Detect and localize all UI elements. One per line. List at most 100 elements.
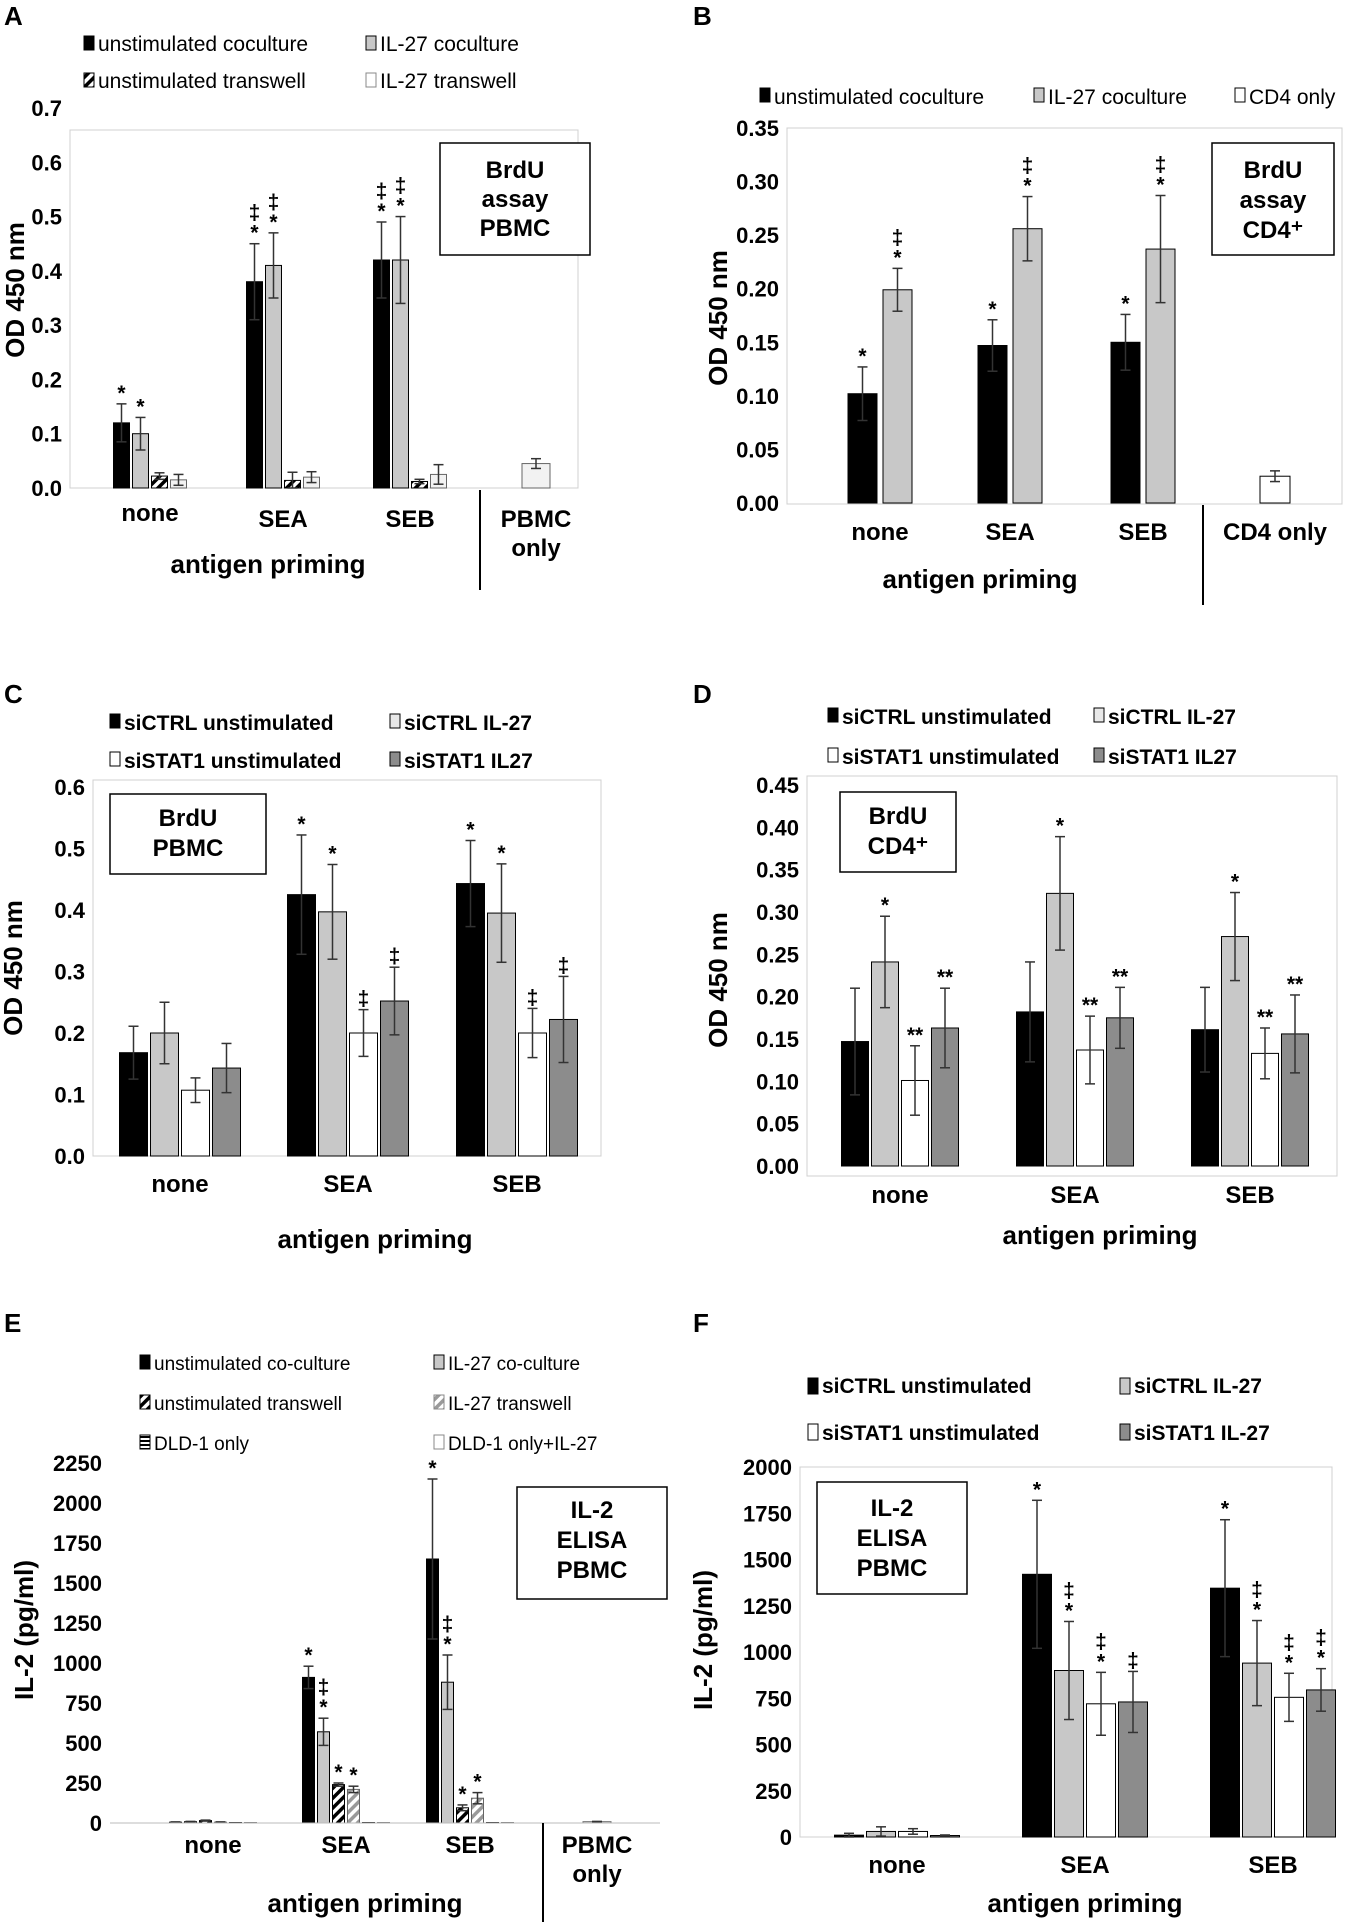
y-tick-label-d-4: 0.20: [756, 985, 799, 1010]
y-tick-label-a-0: 0.0: [31, 476, 62, 501]
y-tick-label-f-8: 2000: [743, 1455, 792, 1480]
x-axis-title-a: antigen priming: [171, 549, 366, 579]
significance-label-a-s1-c2-1: *: [396, 195, 405, 218]
significance-label-f-s1-c2-1: *: [1253, 1599, 1262, 1622]
significance-label-d-s3-c2-0: **: [1287, 973, 1304, 996]
y-tick-label-c-5: 0.5: [54, 837, 85, 862]
legend-swatch-c-1: [389, 713, 401, 729]
category-label-e-extra-1: only: [572, 1861, 622, 1888]
significance-label-f-s1-c1-0: ‡: [1063, 1579, 1075, 1602]
significance-label-f-s1-c1-1: *: [1065, 1599, 1074, 1622]
y-tick-label-e-0: 0: [90, 1811, 102, 1836]
y-tick-label-c-1: 0.1: [54, 1083, 85, 1108]
significance-label-e-s3-c2-0: *: [473, 1771, 482, 1794]
legend-swatch-c-2: [109, 751, 121, 767]
y-tick-label-b-6: 0.30: [736, 170, 779, 195]
legend-a: unstimulated coculture IL-27 coculture u…: [83, 33, 519, 93]
legend-label-a-3: IL-27 transwell: [380, 70, 517, 93]
significance-label-f-s0-c1-0: *: [1033, 1478, 1042, 1501]
bar-c-s0-c2: [456, 883, 485, 1157]
significance-label-e-s1-c1-0: ‡: [318, 1676, 330, 1699]
significance-label-c-s0-c1-0: *: [297, 813, 306, 836]
y-tick-label-f-5: 1250: [743, 1594, 792, 1619]
label-box-b-line-0: BrdU: [1244, 157, 1303, 184]
panel-letter-b: B: [693, 1, 712, 31]
y-tick-label-e-5: 1250: [53, 1611, 102, 1636]
y-tick-label-d-5: 0.25: [756, 942, 799, 967]
label-box-d-line-0: BrdU: [869, 803, 928, 830]
legend-swatch-c-0: [109, 713, 121, 729]
legend-swatch-f-3: [1119, 1423, 1131, 1441]
y-tick-label-d-3: 0.15: [756, 1027, 799, 1052]
legend-swatch-e-0: [139, 1354, 151, 1370]
label-box-c: [109, 793, 267, 875]
category-label-a-2: SEB: [385, 506, 434, 533]
label-box-f-line-0: IL-2: [871, 1495, 914, 1522]
bar-b-extra: [1259, 475, 1291, 504]
significance-label-f-s2-c1-1: *: [1097, 1650, 1106, 1673]
y-tick-label-b-1: 0.05: [736, 437, 779, 462]
legend-swatch-e-4: [139, 1434, 151, 1450]
significance-label-a-s1-c2-0: ‡: [395, 175, 407, 198]
label-box-a-line-0: BrdU: [486, 157, 545, 184]
significance-label-c-s3-c2-0: ‡: [558, 954, 570, 977]
category-label-c-1: SEA: [323, 1171, 372, 1198]
legend-swatch-f-1: [1119, 1377, 1131, 1395]
significance-label-a-s1-c1-0: ‡: [268, 191, 280, 214]
significance-label-e-s0-c1-0: *: [304, 1644, 313, 1667]
significance-label-c-s0-c2-0: *: [466, 819, 475, 842]
label-box-b: [1211, 142, 1335, 256]
legend-label-f-1: siCTRL IL-27: [1134, 1375, 1262, 1398]
significance-label-f-s2-c2-0: ‡: [1283, 1631, 1295, 1654]
label-box-e-line-0: IL-2: [571, 1497, 614, 1524]
legend-swatch-e-3: [433, 1394, 445, 1410]
category-label-d-1: SEA: [1050, 1182, 1099, 1209]
y-tick-label-a-1: 0.1: [31, 422, 62, 447]
legend-label-e-4: DLD-1 only: [154, 1434, 250, 1455]
significance-label-e-s1-c2-0: ‡: [442, 1613, 454, 1636]
significance-label-b-s1-c1-1: *: [1023, 175, 1032, 198]
y-tick-label-b-4: 0.20: [736, 277, 779, 302]
significance-label-a-s0-c0-0: *: [117, 382, 126, 405]
significance-label-b-s1-c1-0: ‡: [1022, 155, 1034, 178]
category-label-e-1: SEA: [321, 1832, 370, 1859]
y-tick-label-d-8: 0.40: [756, 815, 799, 840]
legend-label-b-0: unstimulated coculture: [774, 86, 984, 109]
legend-swatch-b-1: [1033, 87, 1045, 103]
y-tick-label-d-9: 0.45: [756, 773, 799, 798]
legend-label-e-0: unstimulated co-culture: [154, 1354, 350, 1375]
category-label-b-2: SEB: [1118, 519, 1167, 546]
significance-label-d-s2-c2-0: **: [1257, 1006, 1274, 1029]
legend-swatch-a-0: [83, 35, 95, 51]
legend-label-b-2: CD4 only: [1249, 86, 1336, 109]
significance-label-d-s1-c0-0: *: [881, 894, 890, 917]
legend-label-e-1: IL-27 co-culture: [448, 1354, 580, 1375]
significance-label-f-s3-c2-1: *: [1317, 1647, 1326, 1670]
significance-label-e-s2-c1-0: *: [334, 1761, 343, 1784]
y-tick-label-b-5: 0.25: [736, 223, 779, 248]
y-tick-label-e-2: 500: [65, 1731, 102, 1756]
category-label-f-1: SEA: [1060, 1852, 1109, 1879]
significance-label-b-s1-c2-0: ‡: [1155, 154, 1167, 177]
category-label-a-1: SEA: [258, 506, 307, 533]
bar-f-s3-c2: [1306, 1689, 1336, 1838]
legend-label-a-1: IL-27 coculture: [380, 33, 519, 56]
y-tick-label-e-1: 250: [65, 1771, 102, 1796]
significance-label-b-s0-c2-0: *: [1121, 292, 1130, 315]
significance-label-f-s2-c2-1: *: [1285, 1651, 1294, 1674]
label-box-c-line-0: BrdU: [159, 805, 218, 832]
panel-letter-f: F: [693, 1308, 709, 1338]
panel-a: A unstimulated coculture IL-27 coculture…: [0, 1, 591, 590]
y-axis-title-a: OD 450 nm: [0, 222, 30, 358]
label-box-e-line-1: ELISA: [557, 1527, 628, 1554]
panel-e: E unstimulated co-culture IL-27 co-cultu…: [4, 1308, 668, 1922]
y-tick-label-e-4: 1000: [53, 1651, 102, 1676]
legend-label-e-5: DLD-1 only+IL-27: [448, 1434, 597, 1455]
legend-label-c-3: siSTAT1 IL27: [404, 750, 533, 773]
plot-area-a: 0.00.10.20.30.40.50.60.7*‡*‡**‡*‡*: [31, 96, 551, 501]
legend-swatch-f-0: [807, 1377, 819, 1395]
significance-label-b-s1-c0-1: *: [893, 246, 902, 269]
y-tick-label-e-8: 2000: [53, 1491, 102, 1516]
y-tick-label-e-9: 2250: [53, 1451, 102, 1476]
significance-label-d-s1-c1-0: *: [1056, 815, 1065, 838]
